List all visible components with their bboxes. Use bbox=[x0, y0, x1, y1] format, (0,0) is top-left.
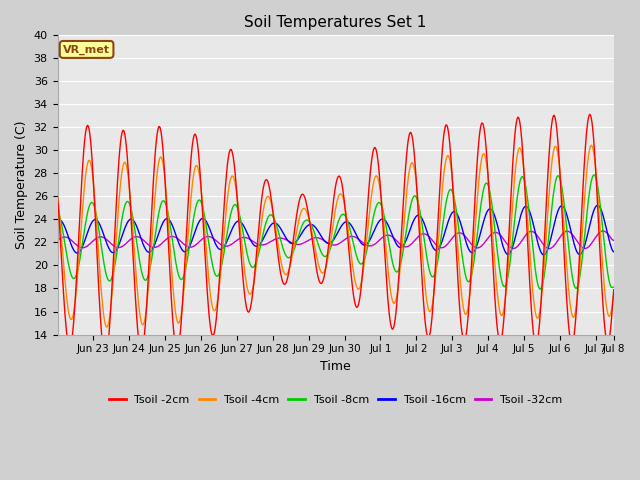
Text: VR_met: VR_met bbox=[63, 44, 110, 55]
X-axis label: Time: Time bbox=[320, 360, 351, 373]
Title: Soil Temperatures Set 1: Soil Temperatures Set 1 bbox=[244, 15, 427, 30]
Legend: Tsoil -2cm, Tsoil -4cm, Tsoil -8cm, Tsoil -16cm, Tsoil -32cm: Tsoil -2cm, Tsoil -4cm, Tsoil -8cm, Tsoi… bbox=[104, 391, 567, 410]
Y-axis label: Soil Temperature (C): Soil Temperature (C) bbox=[15, 120, 28, 249]
